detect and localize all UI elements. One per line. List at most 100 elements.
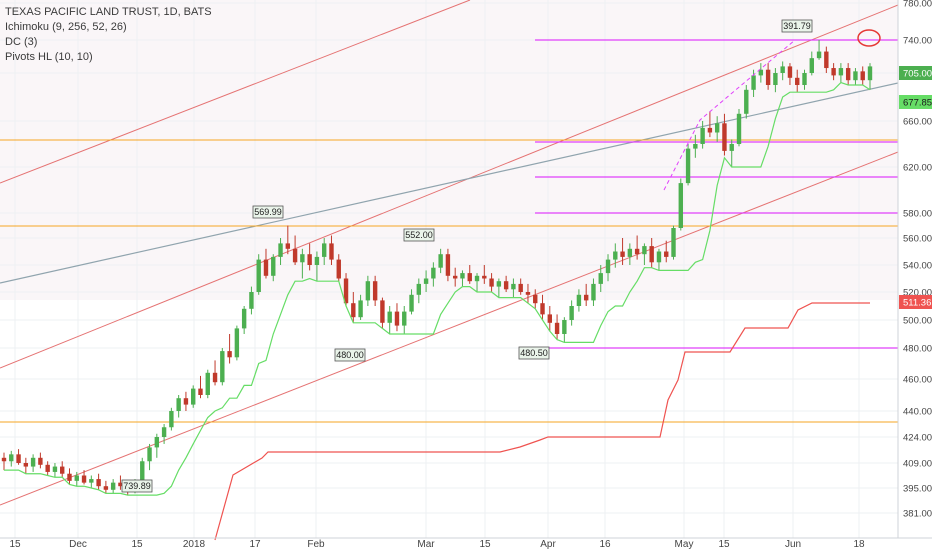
candle-down	[583, 294, 589, 301]
candle-up	[736, 113, 742, 144]
candle-up	[678, 183, 683, 228]
candle-up	[402, 311, 407, 326]
candle-down	[547, 314, 552, 323]
price-marker-label: 511.36	[899, 295, 932, 309]
candle-down	[81, 475, 87, 483]
candle-up	[714, 123, 720, 133]
candle-down	[292, 248, 298, 263]
candle-up	[853, 71, 858, 81]
candle-down	[860, 71, 865, 81]
time-tick-label: Jun	[785, 539, 801, 550]
price-tick-label: 424.00	[903, 433, 932, 444]
candle-down	[845, 68, 851, 81]
pivot-label-box	[518, 346, 550, 360]
candle-up	[474, 275, 480, 282]
candle-down	[16, 454, 21, 463]
price-tick-label: 580.00	[903, 209, 932, 220]
price-tick-label: 395.00	[903, 484, 932, 495]
candle-up	[249, 292, 254, 309]
candle-down	[831, 68, 836, 76]
candle-down	[38, 457, 43, 465]
price-tick-label: 520.00	[903, 288, 932, 299]
legend-pivots: Pivots HL (10, 10)	[5, 51, 93, 63]
candle-up	[591, 283, 596, 301]
candle-up	[300, 254, 305, 263]
price-tick-label: 620.00	[903, 163, 932, 174]
candle-up	[576, 294, 582, 306]
candle-up	[780, 66, 785, 73]
pivot-label-box	[403, 228, 435, 242]
legend-symbol: TEXAS PACIFIC LAND TRUST, 1D, BATS	[5, 6, 212, 18]
candle-down	[518, 283, 523, 292]
pivot-label-box	[781, 19, 813, 33]
candle-up	[423, 278, 429, 284]
candle-up	[569, 306, 574, 320]
pivot-label: 552.00	[403, 228, 435, 242]
candle-down	[212, 372, 218, 383]
candle-up	[52, 466, 58, 472]
candle-down	[664, 251, 669, 257]
pivot-label: 391.79	[781, 19, 813, 33]
candle-up	[460, 273, 465, 279]
candle-up	[154, 437, 160, 448]
candle-down	[60, 466, 65, 474]
candle-up	[409, 294, 414, 312]
candle-down	[285, 243, 291, 249]
candle-down	[198, 388, 203, 395]
candle-up	[322, 243, 327, 257]
marker-circle	[857, 29, 881, 47]
pivot-label: 569.99	[252, 205, 284, 219]
price-tick-label: 381.00	[903, 509, 932, 520]
price-tick-label: 409.00	[903, 459, 932, 470]
candle-up	[751, 75, 756, 90]
candle-up	[161, 427, 167, 437]
pivot-label-text: 569.99	[254, 207, 282, 217]
candle-down	[380, 300, 385, 323]
price-marker-text: 677.85	[903, 98, 932, 109]
candle-up	[605, 259, 611, 274]
legend: TEXAS PACIFIC LAND TRUST, 1D, BATS Ichim…	[5, 5, 212, 65]
candle-down	[533, 294, 538, 304]
price-marker-bg	[899, 295, 932, 309]
time-tick-label: 15	[718, 539, 730, 550]
candle-up	[140, 461, 145, 483]
candle-down	[23, 463, 29, 467]
pivot-label-text: 480.50	[520, 348, 548, 358]
time-tick-label: 15	[479, 539, 491, 550]
candle-up	[314, 256, 320, 265]
candle-up	[656, 251, 662, 263]
price-tick-label: 560.00	[903, 234, 932, 245]
candle-down	[722, 123, 727, 151]
channel-line	[0, 0, 471, 184]
legend-ichimoku: Ichimoku (9, 256, 52, 26)	[5, 21, 127, 33]
time-tick-label: 15	[9, 539, 21, 550]
price-marker-label: 677.85	[899, 95, 932, 109]
pivot-label: 480.00	[334, 348, 366, 362]
pivot-label-box	[121, 479, 153, 493]
candle-up	[256, 259, 261, 292]
candle-up	[598, 273, 603, 284]
candle-up	[496, 281, 502, 287]
candle-down	[482, 275, 487, 279]
candle-down	[329, 243, 334, 260]
pivot-label-text: 391.79	[783, 21, 811, 31]
candle-down	[118, 482, 123, 487]
time-tick-label: 18	[853, 539, 865, 550]
candle-down	[336, 259, 341, 279]
price-tick-label: 740.00	[903, 36, 932, 47]
candle-down	[445, 254, 451, 276]
time-tick-label: Dec	[69, 539, 87, 550]
candle-up	[627, 248, 633, 257]
price-axis-bg	[898, 0, 932, 550]
candles	[1, 40, 873, 496]
candle-up	[642, 246, 647, 255]
pivot-label: 480.50	[518, 346, 550, 360]
candle-up	[431, 267, 436, 279]
trend-line	[0, 82, 899, 284]
time-tick-label: 16	[599, 539, 611, 550]
time-tick-label: 15	[131, 539, 143, 550]
candle-up	[241, 308, 247, 329]
candle-up	[191, 388, 196, 405]
